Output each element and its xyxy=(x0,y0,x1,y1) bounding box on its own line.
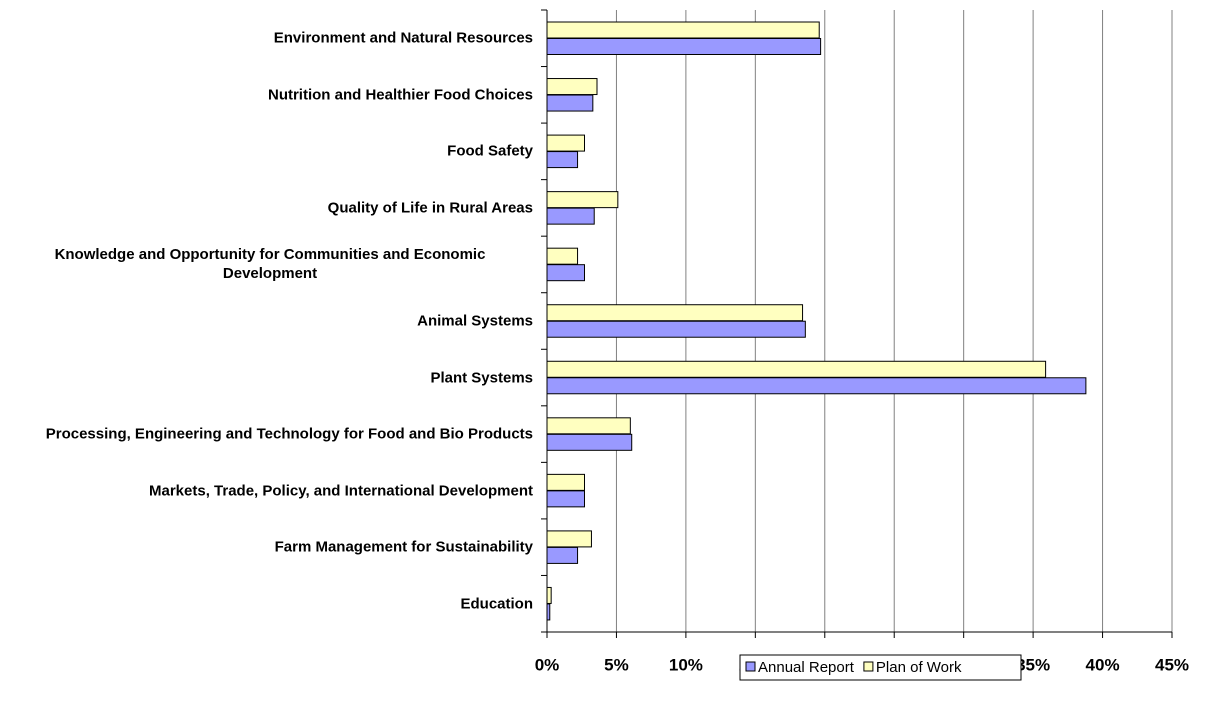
x-tick-label: 40% xyxy=(1086,655,1120,674)
bar xyxy=(546,530,592,548)
bar xyxy=(546,320,806,338)
bar xyxy=(546,134,585,152)
x-tick-label: 35% xyxy=(1016,655,1050,674)
legend-label: Annual Report xyxy=(758,659,855,676)
bar xyxy=(546,360,1047,378)
bar xyxy=(546,417,631,435)
legend-swatch xyxy=(863,661,874,672)
legend-swatch xyxy=(745,661,756,672)
bar xyxy=(546,586,552,604)
category-label: Nutrition and Healthier Food Choices xyxy=(267,86,533,104)
bar xyxy=(546,21,820,39)
x-tick-label: 5% xyxy=(604,655,629,674)
category-label: Quality of Life in Rural Areas xyxy=(327,199,533,217)
bar xyxy=(546,207,595,225)
legend-box xyxy=(739,654,1022,681)
category-label: Processing, Engineering and Technology f… xyxy=(45,425,533,443)
category-label: Knowledge and Opportunity for Communitie… xyxy=(54,246,486,283)
x-tick-label: 10% xyxy=(669,655,703,674)
bar xyxy=(546,264,585,282)
x-tick-label: 45% xyxy=(1155,655,1189,674)
category-label: Plant Systems xyxy=(430,369,533,387)
category-label: Environment and Natural Resources xyxy=(273,29,533,47)
legend-label: Plan of Work xyxy=(876,659,962,676)
category-label: Animal Systems xyxy=(417,312,533,330)
category-label: Food Safety xyxy=(447,142,533,160)
bar xyxy=(546,490,585,508)
x-tick-label: 0% xyxy=(535,655,560,674)
category-label: Education xyxy=(460,595,533,613)
bar xyxy=(546,191,619,209)
bar xyxy=(546,546,579,564)
category-label: Farm Management for Sustainability xyxy=(274,538,533,556)
bar xyxy=(546,304,804,322)
category-label: Markets, Trade, Policy, and Internationa… xyxy=(149,482,533,500)
bar xyxy=(546,38,822,55)
bar xyxy=(546,78,598,96)
bar xyxy=(546,433,633,451)
bar xyxy=(546,377,1087,395)
bar xyxy=(546,473,585,491)
bar xyxy=(546,151,579,169)
bar xyxy=(546,94,594,112)
bar xyxy=(546,247,579,265)
